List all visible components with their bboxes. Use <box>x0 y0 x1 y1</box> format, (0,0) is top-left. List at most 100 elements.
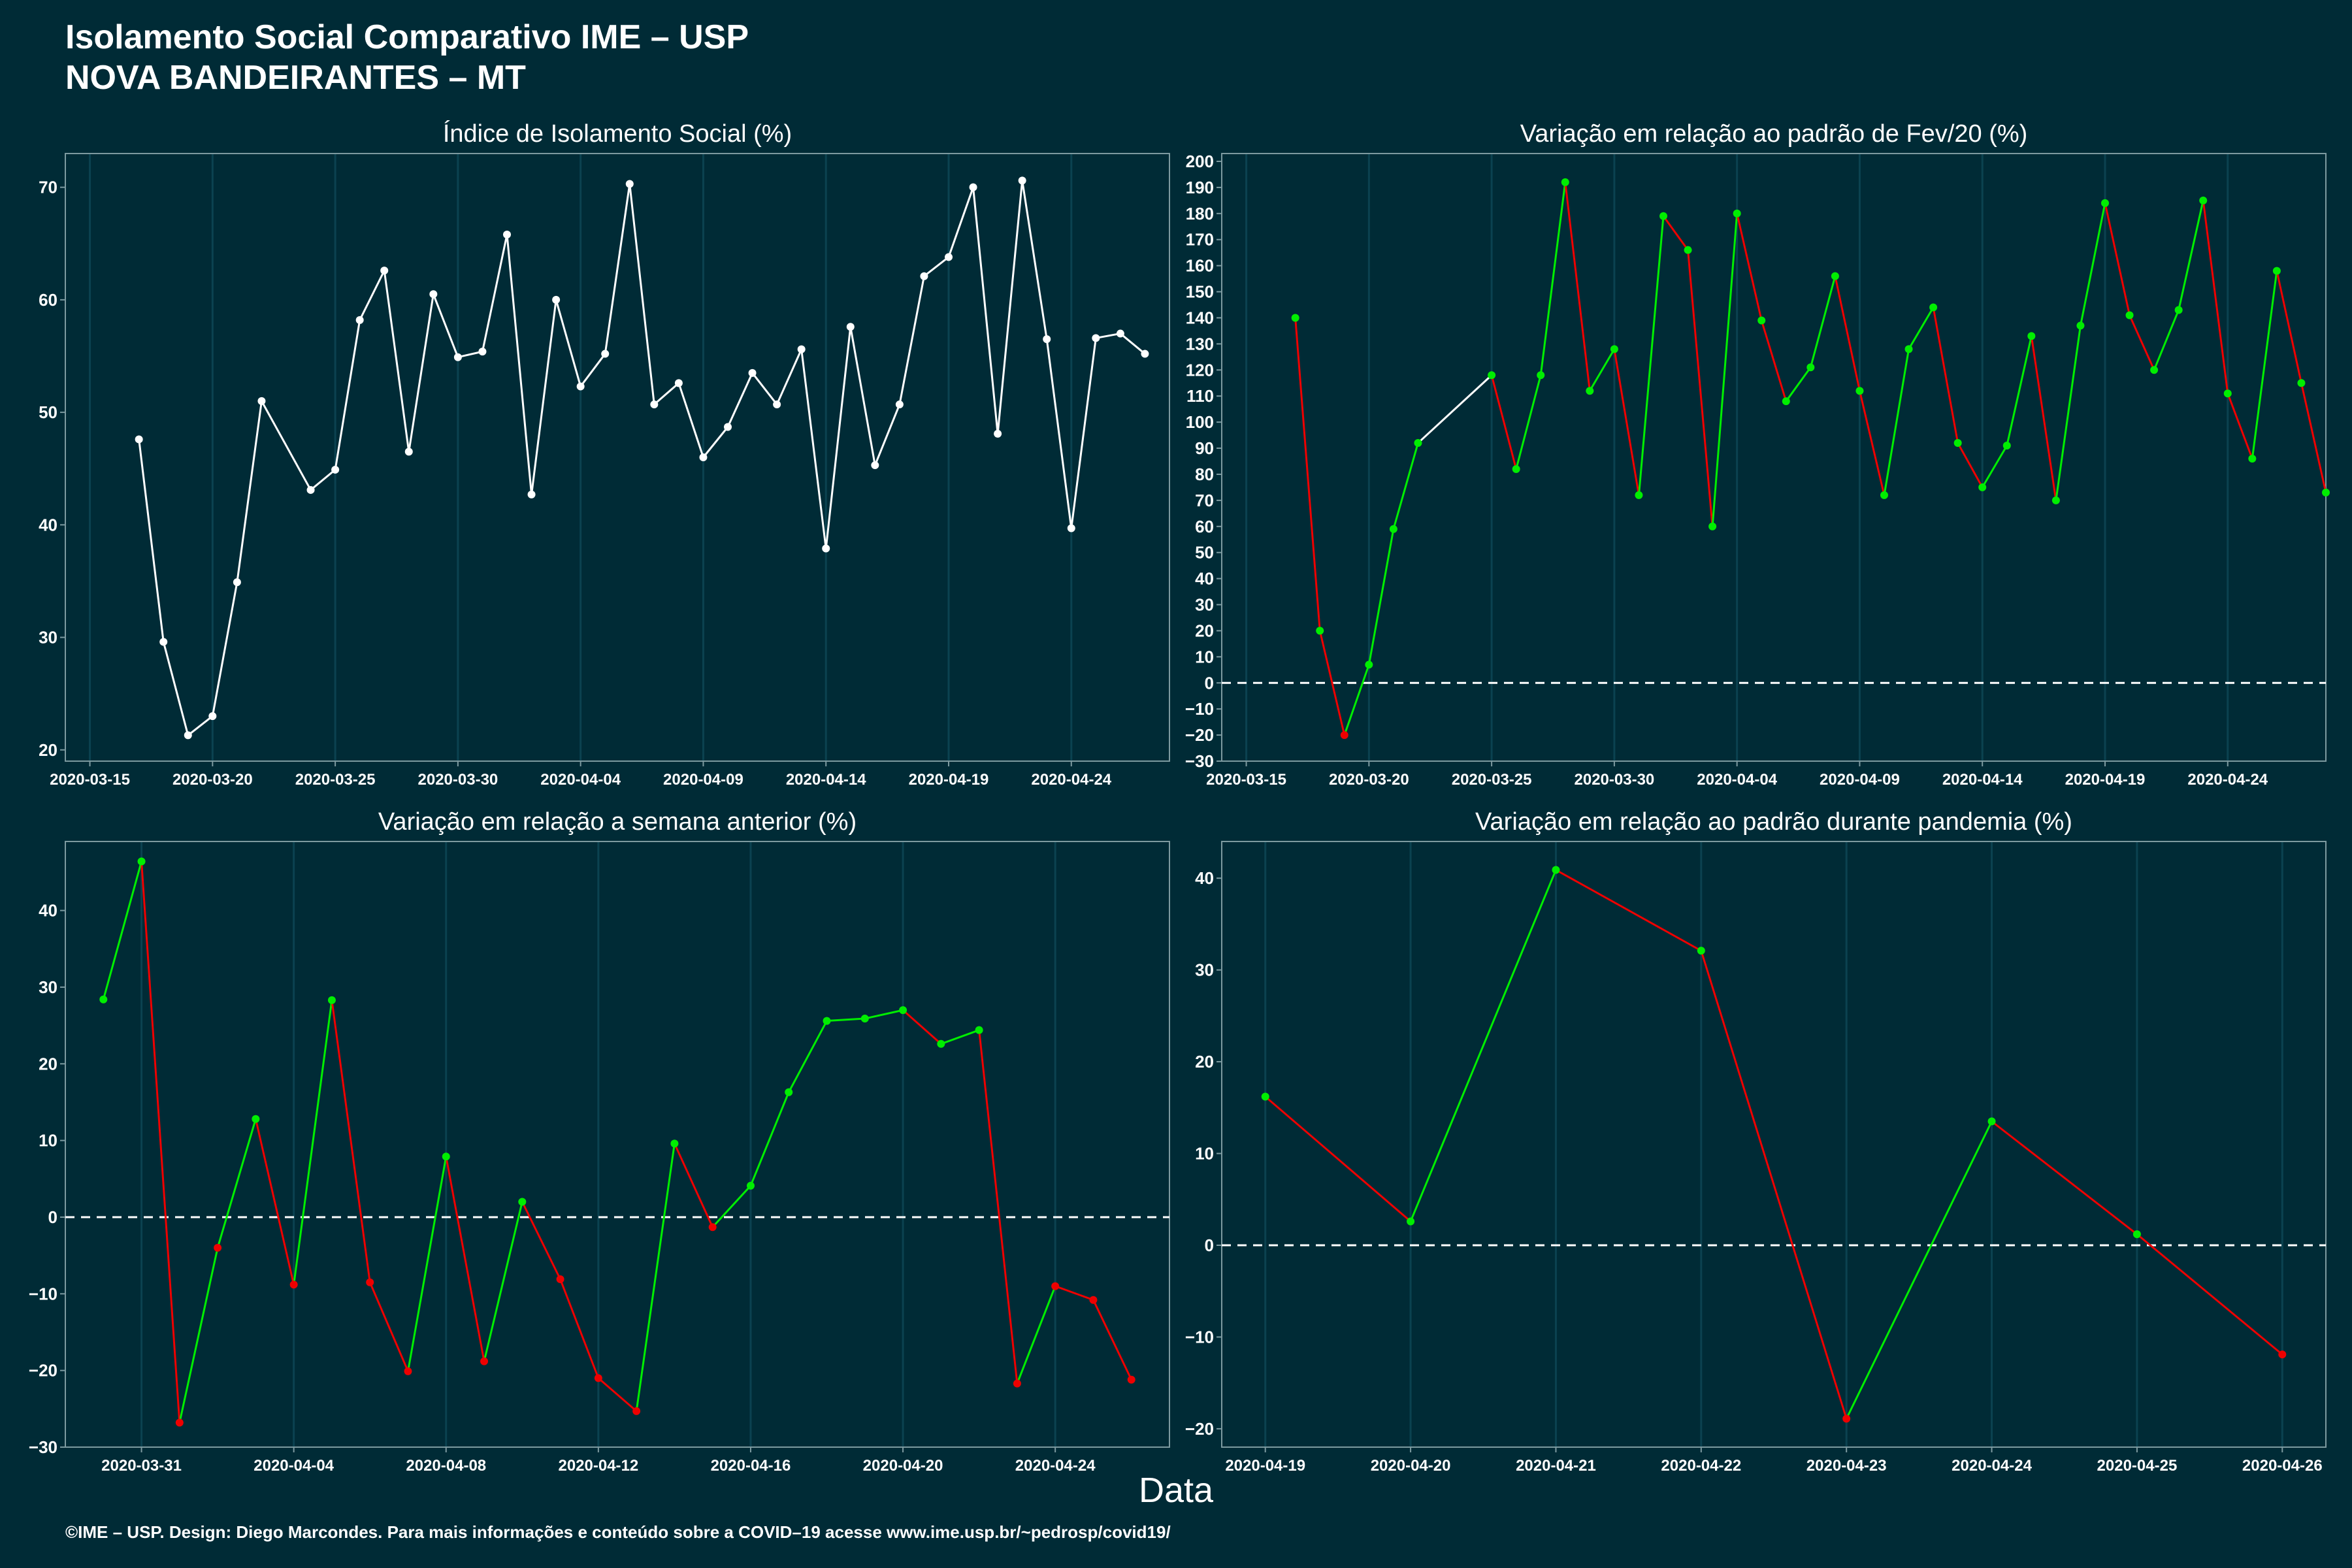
series-line-segment <box>138 439 165 642</box>
series-line-segment <box>555 299 582 387</box>
series-line-segment <box>102 861 142 1000</box>
y-tick-label: 10 <box>39 1131 57 1151</box>
data-point <box>895 400 904 409</box>
data-point <box>1340 731 1348 740</box>
x-tick-label: 2020-04-09 <box>1820 771 1900 789</box>
series-line-segment <box>408 294 434 452</box>
data-point <box>527 490 536 498</box>
series-line-segment <box>902 1009 942 1045</box>
series-line-segment <box>1613 349 1640 496</box>
data-point <box>1018 176 1026 185</box>
data-point <box>1733 209 1741 218</box>
data-point <box>366 1278 374 1286</box>
series-line-segment <box>1343 664 1370 736</box>
series-line-segment <box>2251 270 2278 459</box>
series-line-segment <box>2276 270 2302 384</box>
series-line-segment <box>1392 442 1419 530</box>
data-point <box>355 316 364 324</box>
y-tick-label: 60 <box>39 290 57 310</box>
data-point <box>1552 866 1560 874</box>
series-line-segment <box>1809 276 1837 368</box>
series-line-segment <box>368 1282 409 1372</box>
x-tick-label: 2020-04-24 <box>1031 771 1111 789</box>
data-point <box>99 995 108 1004</box>
x-tick-label: 2020-03-15 <box>50 771 130 789</box>
data-point <box>1092 334 1100 342</box>
series-line-segment <box>261 400 312 491</box>
y-tick-label: −10 <box>29 1284 57 1303</box>
data-point <box>1684 246 1692 254</box>
series-line-segment <box>310 468 336 491</box>
data-point <box>632 1407 641 1415</box>
y-tick-label: 50 <box>39 402 57 422</box>
y-tick-label: 30 <box>39 628 57 647</box>
data-point <box>1488 371 1496 380</box>
series-line-segment <box>2104 203 2131 316</box>
data-point <box>404 448 413 456</box>
x-tick-label: 2020-04-21 <box>1516 1457 1596 1475</box>
y-tick-label: 10 <box>1195 1144 1214 1164</box>
series-line-segment <box>331 1000 371 1282</box>
data-point <box>1953 439 1962 448</box>
series-line-segment <box>1834 276 1861 391</box>
series-line-segment <box>1367 529 1395 665</box>
series-line-segment <box>457 350 483 359</box>
x-tick-label: 2020-04-14 <box>1942 771 2023 789</box>
series-line-segment <box>483 1201 523 1362</box>
data-point <box>846 323 855 331</box>
x-tick-label: 2020-04-23 <box>1806 1457 1887 1475</box>
x-tick-label: 2020-04-16 <box>711 1457 791 1475</box>
footer-credits: ©IME – USP. Design: Diego Marcondes. Par… <box>65 1522 1171 1542</box>
x-tick-label: 2020-04-04 <box>253 1457 334 1475</box>
series-line-segment <box>1070 338 1097 529</box>
data-point <box>2150 366 2159 374</box>
x-tick-label: 2020-04-24 <box>1015 1457 1096 1475</box>
series-line-segment <box>506 234 533 495</box>
data-point <box>724 423 732 431</box>
data-point <box>1880 491 1888 499</box>
chart-panel-variation-pandemic: Variação em relação ao padrão durante pa… <box>1185 808 2327 1475</box>
series-line-segment <box>940 1029 980 1045</box>
x-tick-label: 2020-04-20 <box>1371 1457 1451 1475</box>
series-line-segment <box>1318 630 1346 736</box>
series-line-segment <box>481 234 508 352</box>
y-tick-label: 20 <box>39 1054 57 1073</box>
series-line-segment <box>629 184 655 405</box>
x-tick-label: 2020-04-24 <box>1952 1457 2032 1475</box>
series-line-segment <box>1409 869 1557 1222</box>
data-point <box>1414 439 1422 448</box>
series-line-segment <box>2030 336 2057 501</box>
y-tick-label: −10 <box>1185 699 1214 719</box>
data-point <box>1316 627 1324 635</box>
data-point <box>2174 306 2183 314</box>
series-line-segment <box>1991 1120 2138 1235</box>
data-point <box>2002 442 2011 450</box>
series-line-segment <box>1092 1299 1133 1380</box>
data-point <box>478 348 487 356</box>
x-tick-label: 2020-04-19 <box>2065 771 2146 789</box>
series-line-segment <box>1637 216 1665 496</box>
series-line-segment <box>864 1009 904 1020</box>
series-line-segment <box>432 293 459 358</box>
y-tick-label: 120 <box>1186 360 1214 380</box>
data-point <box>773 400 781 409</box>
data-point <box>556 1275 564 1284</box>
series-line-segment <box>874 404 901 466</box>
x-tick-label: 2020-04-04 <box>540 771 621 789</box>
series-line-segment <box>678 382 704 458</box>
data-point <box>306 485 315 494</box>
series-line-segment <box>849 326 876 466</box>
series-line-segment <box>1883 349 1910 496</box>
y-tick-label: 30 <box>1195 595 1214 615</box>
series-line-segment <box>947 187 974 257</box>
data-point <box>1141 350 1149 358</box>
data-point <box>975 1026 983 1034</box>
data-point <box>518 1198 527 1206</box>
data-point <box>2027 332 2036 340</box>
data-point <box>2278 1350 2287 1359</box>
series-line-segment <box>1119 333 1146 355</box>
series-line-segment <box>996 180 1024 434</box>
data-point <box>2132 1230 2141 1239</box>
data-point <box>785 1088 793 1096</box>
